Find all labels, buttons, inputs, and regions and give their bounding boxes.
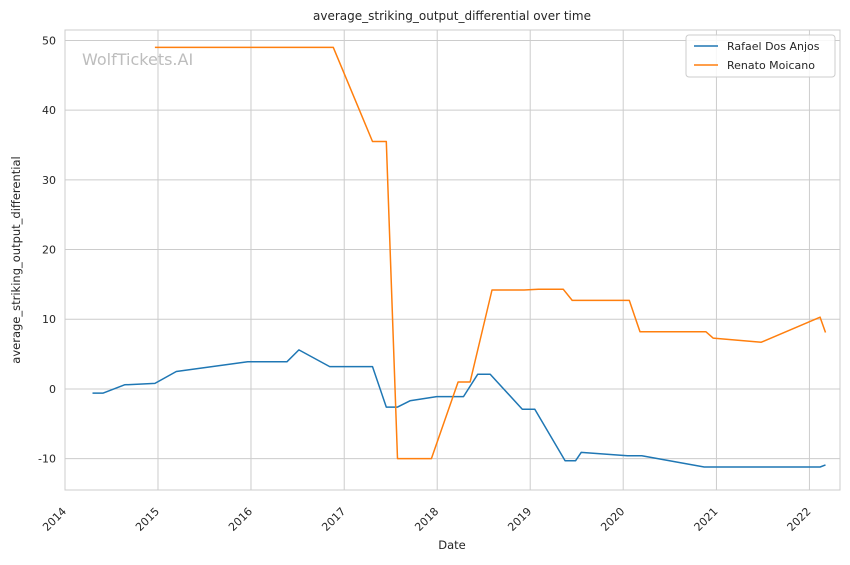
x-axis-label: Date: [438, 538, 466, 552]
y-axis-label: average_striking_output_differential: [9, 156, 23, 363]
grid-lines: [64, 30, 840, 490]
watermark: WolfTickets.AI: [82, 50, 193, 69]
y-tick-label: 10: [42, 313, 56, 326]
y-tick-label: 20: [42, 244, 56, 257]
plot-frame: [64, 29, 841, 491]
y-tick-label: 50: [42, 34, 56, 47]
chart-title: average_striking_output_differential ove…: [313, 9, 591, 23]
series-lines: [92, 46, 827, 468]
legend: Rafael Dos Anjos Renato Moicano: [685, 34, 836, 78]
y-tick-label: 30: [42, 174, 56, 187]
y-tick-label: 0: [49, 383, 56, 396]
legend-label-renato-moicano: Renato Moicano: [727, 59, 815, 72]
y-tick-label: -10: [38, 453, 56, 466]
series-line-renato-moicano: [154, 46, 827, 460]
series-line-rafael-dos-anjos: [92, 349, 826, 468]
y-tick-label: 40: [42, 104, 56, 117]
legend-label-rafael-dos-anjos: Rafael Dos Anjos: [727, 40, 820, 53]
legend-box: [685, 34, 836, 78]
